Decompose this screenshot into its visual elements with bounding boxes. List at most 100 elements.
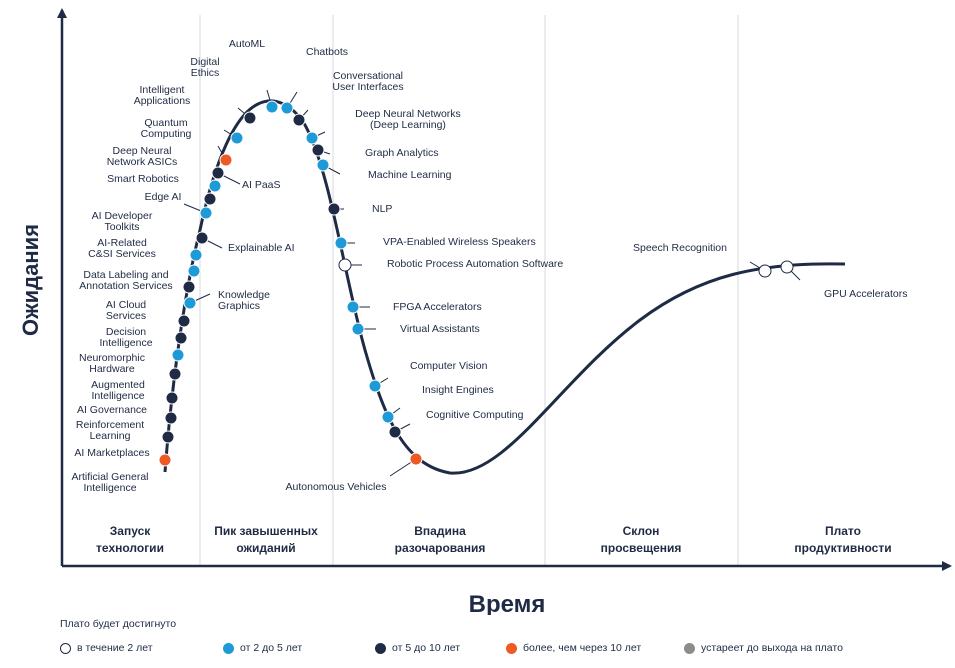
label-computer-vision: Computer Vision (410, 360, 488, 372)
marker-robotic-process-automation-software (338, 258, 352, 272)
marker-machine-learning (316, 158, 330, 172)
label-reinforcement-learning: Reinforcement Learning (76, 419, 144, 442)
label-fpga-accelerators: FPGA Accelerators (393, 301, 482, 313)
marker-ai-cloud-services (177, 314, 191, 328)
marker-augmented-intelligence (168, 367, 182, 381)
marker-ai-developer-toolkits (189, 248, 203, 262)
phase-label: Склон (623, 524, 660, 538)
label-deep-neural-networks-deep-learning: Deep Neural Networks (Deep Learning) (355, 108, 461, 131)
marker-fpga-accelerators (346, 300, 360, 314)
marker-autonomous-vehicles (409, 452, 423, 466)
label-ai-cloud-services: AI Cloud Services (106, 299, 146, 322)
label-knowledge-graphics: Knowledge Graphics (218, 289, 270, 312)
marker-gpu-accelerators (780, 260, 794, 274)
label-autonomous-vehicles: Autonomous Vehicles (286, 481, 387, 493)
technology-labels: Artificial General Intelligence AI Marketp… (71, 38, 907, 494)
label-conversational-user-interfaces: Conversational User Interfaces (332, 70, 403, 93)
marker-digital-ethics (243, 111, 257, 125)
marker-deep-neural-networks-deep-learning (305, 131, 319, 145)
legend-label: от 5 до 10 лет (392, 642, 460, 654)
label-decision-intelligence: Decision Intelligence (99, 326, 152, 349)
legend-item-under-2: в течение 2 лет (60, 642, 153, 654)
label-machine-learning: Machine Learning (368, 169, 452, 181)
label-robotic-process-automation-software: Robotic Process Automation Software (387, 258, 563, 270)
label-ai-related-c-si-services: AI-Related C&SI Services (88, 237, 156, 260)
marker-ai-paas (211, 166, 225, 180)
phase-label: продуктивности (794, 541, 891, 555)
phase-label: просвещения (601, 541, 682, 555)
marker-data-labeling-and-annotation-services (182, 280, 196, 294)
label-explainable-ai: Explainable AI (228, 242, 295, 254)
marker-chatbots (280, 101, 294, 115)
legend-label: в течение 2 лет (77, 642, 153, 654)
marker-intelligent-applications (230, 131, 244, 145)
marker-speech-recognition (758, 264, 772, 278)
legend-label: более, чем через 10 лет (523, 642, 642, 654)
label-smart-robotics: Smart Robotics (107, 173, 179, 185)
phase-label: Пик завышенных (214, 524, 318, 538)
marker-vpa-enabled-wireless-speakers (334, 236, 348, 250)
marker-computer-vision (368, 379, 382, 393)
legend-marker (60, 642, 71, 654)
marker-reinforcement-learning (164, 411, 178, 425)
label-quantum-computing: Quantum Computing (141, 117, 192, 140)
marker-decision-intelligence (174, 331, 188, 345)
marker-explainable-ai (195, 231, 209, 245)
marker-ai-related-c-si-services (187, 264, 201, 278)
label-intelligent-applications: Intelligent Applications (134, 84, 191, 107)
hype-cycle-chart: Запуск технологии Пик завышенных ожиданий Вп… (18, 8, 952, 615)
label-deep-neural-network-asics: Deep Neural Network ASICs (107, 145, 178, 168)
legend-item-5-to-10: от 5 до 10 лет (375, 642, 460, 654)
legend-label: от 2 до 5 лет (240, 642, 303, 654)
marker-neuromorphic-hardware (171, 348, 185, 362)
phase-dividers (199, 15, 739, 566)
marker-deep-neural-network-asics (208, 179, 222, 193)
legend-marker (223, 642, 234, 654)
marker-quantum-computing (219, 153, 233, 167)
label-insight-engines: Insight Engines (422, 384, 494, 396)
label-gpu-accelerators: GPU Accelerators (824, 288, 907, 300)
legend-item-2-to-5: от 2 до 5 лет (223, 642, 302, 654)
marker-automl (265, 100, 279, 114)
marker-insight-engines (381, 410, 395, 424)
label-edge-ai: Edge AI (145, 191, 182, 203)
phase-label: Впадина (414, 524, 466, 538)
label-chatbots: Chatbots (306, 46, 348, 58)
legend-title: Плато будет достигнуто (60, 618, 177, 630)
legend-label: устареет до выхода на плато (701, 642, 843, 654)
label-graph-analytics: Graph Analytics (365, 147, 439, 159)
label-artificial-general-intelligence: Artificial General Intelligence (71, 471, 148, 494)
label-ai-governance: AI Governance (77, 404, 147, 416)
marker-artificial-general-intelligence (158, 453, 172, 467)
phase-label: ожиданий (236, 541, 295, 555)
label-cognitive-computing: Cognitive Computing (426, 409, 524, 421)
marker-edge-ai (199, 206, 213, 220)
legend-item-obsolete: устареет до выхода на плато (684, 642, 843, 654)
marker-ai-governance (165, 391, 179, 405)
marker-ai-marketplaces (161, 430, 175, 444)
marker-conversational-user-interfaces (292, 113, 306, 127)
label-ai-developer-toolkits: AI Developer Toolkits (92, 210, 153, 233)
phase-label: Запуск (110, 524, 151, 538)
phase-label: Плато (825, 524, 861, 538)
label-virtual-assistants: Virtual Assistants (400, 323, 480, 335)
legend-marker (375, 642, 386, 654)
y-axis-title: Ожидания (18, 224, 43, 336)
marker-cognitive-computing (388, 425, 402, 439)
label-automl: AutoML (229, 38, 265, 50)
marker-virtual-assistants (351, 322, 365, 336)
label-ai-paas: AI PaaS (242, 179, 281, 191)
legend-marker (506, 642, 517, 654)
marker-graph-analytics (311, 143, 325, 157)
marker-nlp (327, 202, 341, 216)
hype-curve (163, 99, 846, 475)
label-augmented-intelligence: Augmented Intelligence (91, 379, 145, 402)
technology-markers (158, 100, 794, 467)
phase-labels: Запуск технологии Пик завышенных ожиданий Вп… (96, 524, 892, 555)
label-data-labeling-and-annotation-services: Data Labeling and Annotation Services (79, 269, 172, 292)
label-neuromorphic-hardware: Neuromorphic Hardware (79, 352, 145, 375)
legend-marker (684, 642, 695, 654)
label-nlp: NLP (372, 203, 392, 215)
phase-label: разочарования (395, 541, 486, 555)
label-digital-ethics: Digital Ethics (190, 56, 219, 79)
